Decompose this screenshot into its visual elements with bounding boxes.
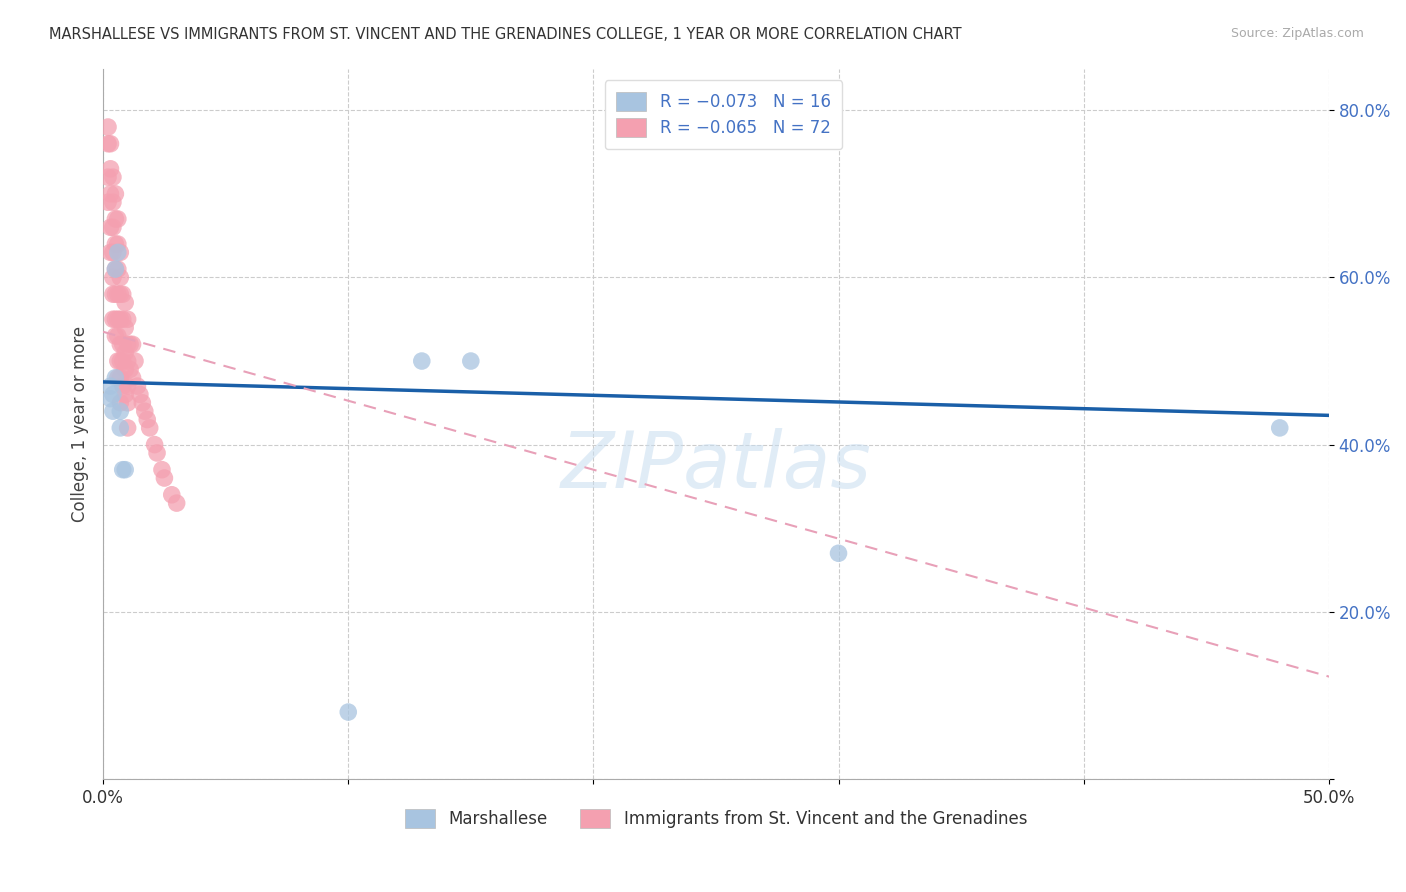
Point: [104, 186, 127, 201]
Point: [104, 370, 127, 384]
Point: [107, 329, 129, 343]
Point: [100, 245, 122, 260]
Point: [110, 370, 132, 384]
Point: [121, 370, 143, 384]
Point: [97, 170, 120, 185]
Point: [101, 270, 124, 285]
Point: [97, 120, 120, 134]
Text: ZIPatlas: ZIPatlas: [561, 428, 872, 504]
Point: [110, 270, 132, 285]
Point: [100, 186, 122, 201]
Point: [114, 320, 136, 334]
Point: [411, 354, 433, 368]
Point: [104, 287, 127, 301]
Point: [101, 170, 124, 185]
Y-axis label: College, 1 year or more: College, 1 year or more: [72, 326, 89, 522]
Point: [166, 496, 188, 510]
Point: [117, 354, 139, 368]
Point: [107, 370, 129, 384]
Point: [117, 396, 139, 410]
Point: [460, 354, 482, 368]
Point: [101, 387, 124, 401]
Point: [114, 295, 136, 310]
Point: [117, 312, 139, 326]
Point: [117, 421, 139, 435]
Point: [114, 362, 136, 376]
Point: [129, 387, 152, 401]
Point: [104, 211, 127, 226]
Point: [101, 220, 124, 235]
Point: [120, 362, 142, 376]
Point: [114, 387, 136, 401]
Point: [104, 237, 127, 252]
Point: [101, 287, 124, 301]
Point: [114, 345, 136, 359]
Point: [107, 211, 129, 226]
Point: [107, 287, 129, 301]
Point: [136, 412, 159, 426]
Point: [121, 337, 143, 351]
Text: MARSHALLESE VS IMMIGRANTS FROM ST. VINCENT AND THE GRENADINES COLLEGE, 1 YEAR OR: MARSHALLESE VS IMMIGRANTS FROM ST. VINCE…: [49, 27, 962, 42]
Point: [1268, 421, 1291, 435]
Point: [111, 463, 134, 477]
Point: [107, 312, 129, 326]
Point: [107, 237, 129, 252]
Point: [138, 421, 160, 435]
Point: [110, 287, 132, 301]
Point: [131, 396, 153, 410]
Point: [160, 488, 183, 502]
Point: [827, 546, 849, 560]
Point: [127, 379, 149, 393]
Point: [101, 245, 124, 260]
Point: [100, 161, 122, 176]
Point: [110, 354, 132, 368]
Point: [117, 337, 139, 351]
Point: [104, 312, 127, 326]
Point: [110, 396, 132, 410]
Text: Source: ZipAtlas.com: Source: ZipAtlas.com: [1230, 27, 1364, 40]
Point: [111, 354, 134, 368]
Point: [111, 379, 134, 393]
Point: [107, 262, 129, 277]
Point: [111, 312, 134, 326]
Point: [104, 262, 127, 277]
Point: [97, 136, 120, 151]
Point: [146, 446, 169, 460]
Point: [124, 354, 146, 368]
Point: [134, 404, 156, 418]
Point: [101, 312, 124, 326]
Point: [101, 404, 124, 418]
Point: [111, 287, 134, 301]
Point: [110, 421, 132, 435]
Point: [114, 463, 136, 477]
Point: [104, 262, 127, 277]
Point: [110, 312, 132, 326]
Point: [107, 245, 129, 260]
Point: [153, 471, 176, 485]
Point: [337, 705, 360, 719]
Point: [100, 136, 122, 151]
Point: [100, 379, 122, 393]
Point: [101, 195, 124, 210]
Point: [150, 463, 173, 477]
Point: [110, 404, 132, 418]
Point: [107, 354, 129, 368]
Point: [104, 329, 127, 343]
Legend: Marshallese, Immigrants from St. Vincent and the Grenadines: Marshallese, Immigrants from St. Vincent…: [398, 802, 1033, 835]
Point: [111, 337, 134, 351]
Point: [110, 337, 132, 351]
Point: [120, 337, 142, 351]
Point: [117, 379, 139, 393]
Point: [143, 437, 166, 451]
Point: [97, 195, 120, 210]
Point: [100, 392, 122, 406]
Point: [100, 220, 122, 235]
Point: [110, 245, 132, 260]
